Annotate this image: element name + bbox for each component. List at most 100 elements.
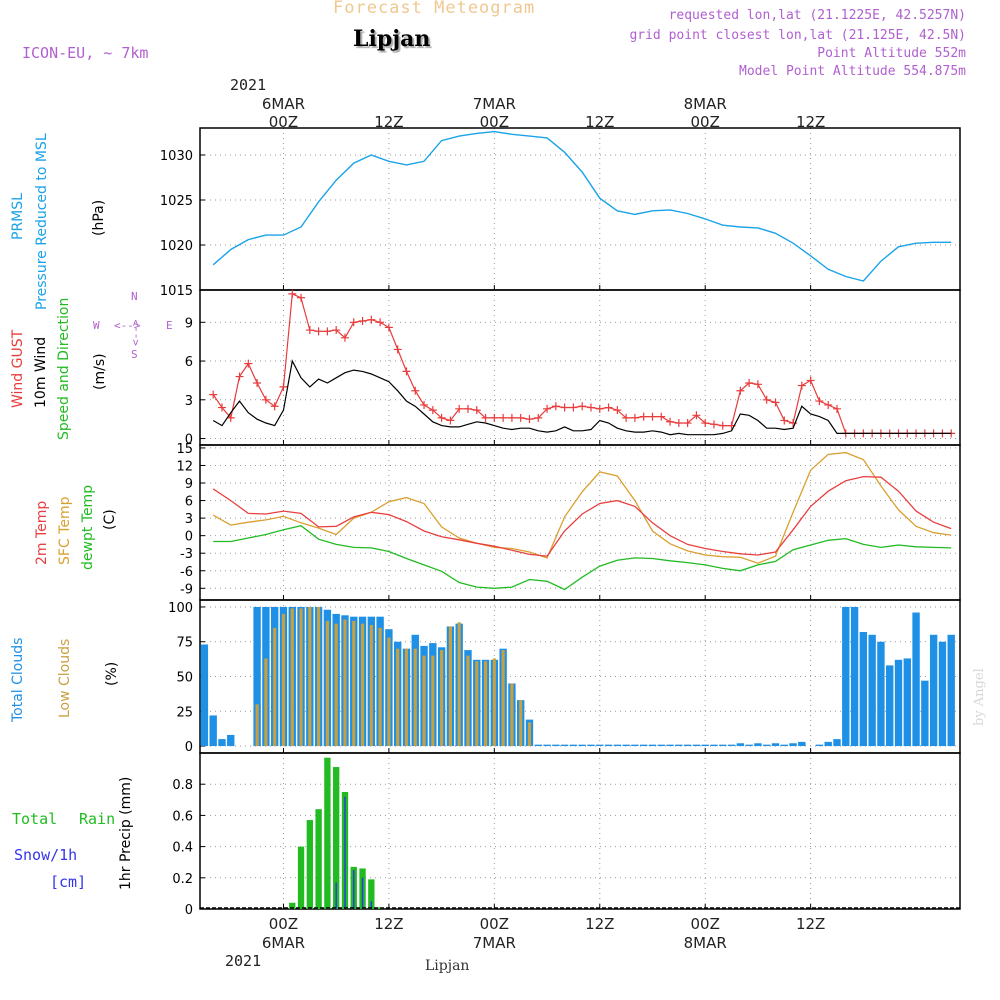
cloud-low-bar bbox=[281, 613, 286, 747]
wind-gust-point bbox=[753, 380, 762, 389]
temperature-ytick-label: 9 bbox=[185, 477, 193, 492]
cloud-total-bar bbox=[850, 606, 859, 747]
wind-gust-point bbox=[569, 403, 578, 412]
cloud-total-bar bbox=[815, 744, 824, 747]
temperature-ytick-label: -6 bbox=[180, 565, 193, 580]
clouds-ytick-label: 100 bbox=[168, 601, 193, 616]
wind-gust-line bbox=[212, 293, 952, 434]
bottom-date-label: 8MAR bbox=[684, 934, 727, 952]
wind-gust-point bbox=[288, 289, 297, 298]
cloud-total-bar bbox=[912, 612, 920, 747]
cloud-total-bar bbox=[903, 658, 911, 747]
wind-gust-point bbox=[463, 404, 472, 413]
wind-ytick-label: 0 bbox=[185, 433, 193, 448]
cloud-total-bar bbox=[227, 734, 235, 747]
cloud-total-bar bbox=[877, 641, 885, 747]
rain-bar bbox=[297, 846, 305, 909]
temperature-ytick-label: 0 bbox=[185, 530, 193, 545]
cloud-low-bar bbox=[308, 606, 312, 747]
wind-gust-point bbox=[736, 386, 745, 395]
cloud-total-bar bbox=[842, 606, 850, 747]
cloud-low-bar bbox=[413, 648, 417, 747]
wind-gust-point bbox=[692, 411, 701, 420]
top-date-label: 7MAR bbox=[473, 95, 516, 113]
wind-gust-point bbox=[604, 403, 613, 412]
rain-bar bbox=[333, 767, 340, 909]
wind-gust-point bbox=[666, 417, 675, 426]
wind-gust-point bbox=[806, 376, 815, 385]
wind-gust-point bbox=[630, 413, 639, 422]
wind-gust-point bbox=[437, 413, 446, 422]
precipitation-ytick-label: 0.8 bbox=[172, 778, 193, 793]
pressure-line bbox=[212, 130, 952, 282]
cloud-total-bar bbox=[929, 634, 938, 747]
bottom-date-label: 6MAR bbox=[262, 934, 305, 952]
cloud-low-bar bbox=[396, 648, 400, 747]
temperature-ytick-label: 6 bbox=[185, 495, 193, 510]
top-date-label: 8MAR bbox=[684, 95, 727, 113]
wind-gust-point bbox=[217, 403, 226, 412]
temperature-ytick-label: 15 bbox=[176, 442, 193, 457]
clouds-ytick-label: 0 bbox=[185, 740, 193, 755]
precipitation-frame bbox=[199, 752, 961, 910]
wind-gust-point bbox=[507, 413, 516, 422]
cloud-low-bar bbox=[387, 637, 391, 747]
temperature-ytick-label: -9 bbox=[180, 582, 193, 597]
cloud-low-bar bbox=[378, 627, 382, 747]
cloud-total-bar bbox=[534, 744, 542, 747]
wind-gust-point bbox=[332, 326, 341, 335]
cloud-total-bar bbox=[938, 641, 947, 747]
cloud-total-bar bbox=[613, 744, 622, 747]
dewpoint-line bbox=[213, 524, 952, 591]
wind-gust-point bbox=[560, 403, 569, 412]
wind-gust-point bbox=[771, 398, 780, 407]
rain-rain-label: Rain bbox=[79, 810, 116, 828]
precipitation-ytick-label: 0.4 bbox=[172, 841, 193, 856]
cloud-total-bar bbox=[200, 644, 209, 747]
cloud-total-bar bbox=[771, 743, 780, 747]
rain-bar bbox=[324, 757, 331, 909]
cloud-low-bar bbox=[510, 683, 514, 747]
wind-gust-point bbox=[376, 318, 385, 327]
wind-gust-point bbox=[261, 395, 270, 404]
cloud-low-bar bbox=[352, 620, 356, 747]
wind-gust-point bbox=[490, 413, 499, 422]
cloud-total-bar bbox=[657, 744, 665, 747]
wind-gust-point bbox=[701, 419, 710, 428]
wind-gust-point bbox=[209, 390, 218, 399]
compass-w: W bbox=[93, 319, 100, 332]
wind-gust-point bbox=[455, 404, 464, 413]
clouds-ytick-label: 75 bbox=[176, 636, 193, 651]
cloud-total-bar bbox=[209, 715, 217, 747]
bottom-time-label: 00Z bbox=[480, 915, 509, 933]
cloud-total-bar bbox=[859, 631, 868, 747]
precipitation-ytick-label: 0 bbox=[185, 903, 193, 918]
clouds-ytick-label: 50 bbox=[176, 671, 193, 686]
cloud-total-bar bbox=[569, 744, 578, 747]
bottom-time-label: 12Z bbox=[374, 915, 403, 933]
wind-gust-point bbox=[367, 315, 376, 324]
wind-gust-point bbox=[762, 395, 771, 404]
wind-gust-point bbox=[270, 402, 279, 411]
cloud-low-bar bbox=[457, 622, 461, 747]
top-time-label: 12Z bbox=[796, 113, 825, 131]
cloud-total-bar bbox=[947, 634, 955, 747]
cloud-total-bar bbox=[587, 744, 595, 747]
wind-gust-point bbox=[824, 400, 833, 409]
temperature-frame bbox=[199, 444, 961, 601]
cloud-total-bar bbox=[631, 744, 639, 747]
cloud-low-bar bbox=[501, 650, 505, 747]
wind-gust-point bbox=[226, 413, 235, 422]
wind-gust-point bbox=[481, 413, 490, 422]
wind-gust-point bbox=[657, 412, 666, 421]
bottom-year: 2021 bbox=[225, 952, 262, 970]
wind-gust-point bbox=[674, 419, 683, 428]
cloud-total-bar bbox=[675, 744, 683, 747]
cloud-total-bar bbox=[604, 744, 613, 747]
bottom-time-label: 00Z bbox=[269, 915, 298, 933]
cloud-total-bar bbox=[666, 744, 674, 747]
snow-bar bbox=[335, 882, 337, 909]
cloud-total-bar bbox=[622, 744, 630, 747]
wind-gust-point bbox=[578, 402, 587, 411]
